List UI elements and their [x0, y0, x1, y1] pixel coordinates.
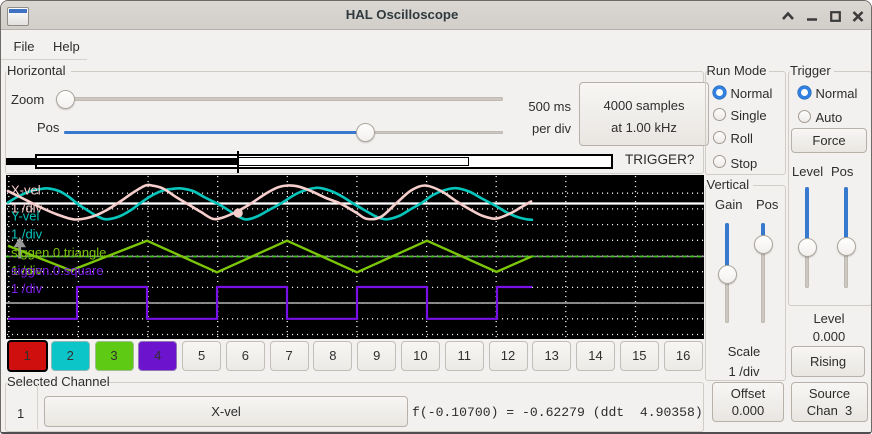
svg-text:1 /div: 1 /div	[11, 226, 43, 241]
svg-text:1 /div: 1 /div	[11, 281, 43, 296]
svg-text:siggen.0.triangle: siggen.0.triangle	[11, 245, 106, 260]
svg-text:1 /div: 1 /div	[11, 200, 43, 215]
svg-text:1 /div: 1 /div	[11, 263, 43, 278]
svg-text:Y-vel: Y-vel	[11, 208, 40, 223]
svg-text:X-vel: X-vel	[11, 182, 41, 197]
svg-text:siggen.0.square: siggen.0.square	[11, 263, 104, 278]
